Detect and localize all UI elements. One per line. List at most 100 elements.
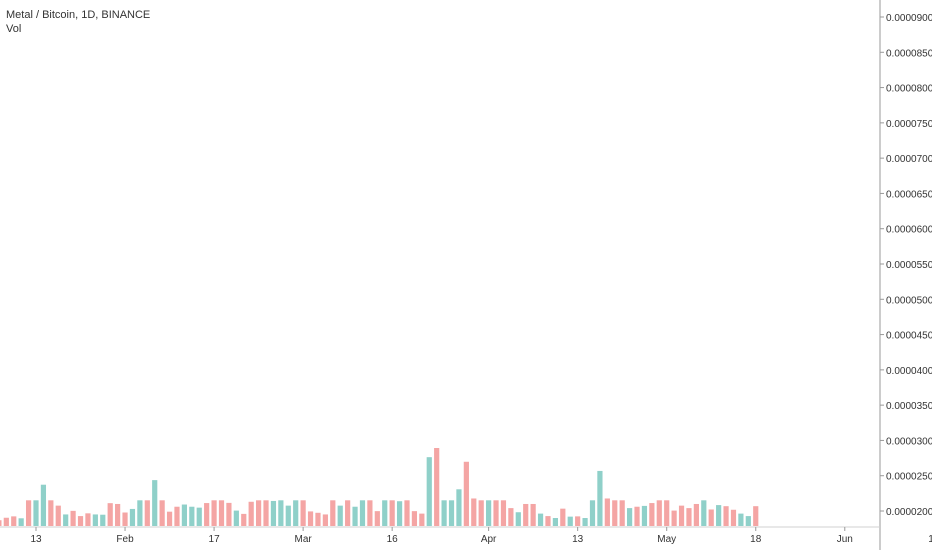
volume-bar xyxy=(523,503,529,526)
time-tick-label: Feb xyxy=(116,534,134,545)
price-tick-label: 0.00009000 xyxy=(886,13,932,24)
volume-bar xyxy=(233,510,239,526)
volume-bar xyxy=(612,500,618,526)
time-tick-label: May xyxy=(657,534,676,545)
volume-bar xyxy=(159,500,165,526)
volume-bar xyxy=(441,500,447,526)
volume-bar xyxy=(352,506,358,526)
volume-bar xyxy=(730,509,737,526)
volume-bar xyxy=(337,505,343,526)
volume-bar xyxy=(345,500,351,526)
volume-bar xyxy=(196,507,202,526)
volume-bar xyxy=(693,503,699,526)
volume-bar xyxy=(241,513,247,526)
volume-bar xyxy=(77,516,84,526)
volume-bar xyxy=(0,520,2,526)
time-tick-label: Apr xyxy=(481,534,497,545)
volume-bar xyxy=(686,508,692,526)
volume-bar xyxy=(753,506,759,526)
volume-bar xyxy=(11,516,17,526)
volume-bar xyxy=(500,500,507,526)
volume-bar xyxy=(589,500,596,526)
volume-bar xyxy=(411,511,418,526)
chart-legend: Metal / Bitcoin, 1D, BINANCE Vol xyxy=(6,8,150,36)
volume-bar xyxy=(359,500,366,526)
time-tick-label: 13 xyxy=(30,534,42,545)
volume-bar xyxy=(508,508,514,526)
volume-bar xyxy=(181,504,187,526)
volume-bar xyxy=(70,510,76,526)
volume-bar xyxy=(107,503,113,526)
volume-bar xyxy=(634,506,640,526)
volume-bar xyxy=(129,508,136,526)
volume-bar xyxy=(263,500,269,526)
volume-bar xyxy=(367,500,373,526)
volume-bar xyxy=(582,518,588,526)
volume-bar xyxy=(404,500,410,526)
volume-bar xyxy=(248,501,254,526)
volume-bar xyxy=(515,512,521,526)
time-tick-label: 15 xyxy=(928,534,932,545)
volume-bar xyxy=(419,513,425,526)
volume-bar xyxy=(115,503,121,526)
volume-bar xyxy=(545,516,551,526)
volume-bar xyxy=(85,513,91,526)
time-tick-label: 16 xyxy=(387,534,399,545)
volume-bar xyxy=(448,500,455,526)
time-tick-label: 18 xyxy=(750,534,762,545)
volume-bar xyxy=(211,500,217,526)
volume-bar xyxy=(122,512,128,526)
volume-bar xyxy=(456,489,462,526)
volume-bar xyxy=(189,506,195,526)
volume-bar xyxy=(18,518,24,526)
volume-bar xyxy=(300,500,306,526)
volume-bar xyxy=(530,503,536,526)
volume-bar xyxy=(664,500,670,526)
volume-bar xyxy=(40,484,47,526)
volume-bar xyxy=(166,511,173,526)
volume-bar xyxy=(315,512,321,526)
volume-bar xyxy=(396,501,403,526)
volume-bar xyxy=(575,516,581,526)
volume-bar xyxy=(537,513,544,526)
volume-bar xyxy=(471,498,477,526)
volume-bar xyxy=(552,518,558,526)
volume-bar xyxy=(270,500,277,526)
volume-bar xyxy=(226,502,232,526)
volume-bar xyxy=(100,514,106,526)
volume-bar xyxy=(723,506,729,526)
volume-bar xyxy=(434,448,440,526)
volume-bar xyxy=(560,508,566,526)
volume-bar xyxy=(493,500,499,526)
volume-bar xyxy=(3,517,9,526)
volume-bar xyxy=(204,503,210,526)
volume-bar xyxy=(478,500,484,526)
volume-bar xyxy=(174,506,180,526)
volume-bar xyxy=(738,513,744,526)
volume-bar xyxy=(389,500,395,526)
volume-bar xyxy=(627,508,633,526)
volume-bar xyxy=(641,505,648,526)
time-tick-label: Jun xyxy=(837,534,853,545)
volume-bar xyxy=(426,457,432,526)
volume-bar xyxy=(322,514,328,526)
volume-bar xyxy=(152,480,158,526)
volume-bar xyxy=(716,505,722,526)
volume-bar xyxy=(293,500,299,526)
volume-bar xyxy=(619,500,625,526)
volume-bar xyxy=(144,500,150,526)
chart-title: Metal / Bitcoin, 1D, BINANCE xyxy=(6,9,151,21)
volume-bar xyxy=(649,503,655,526)
